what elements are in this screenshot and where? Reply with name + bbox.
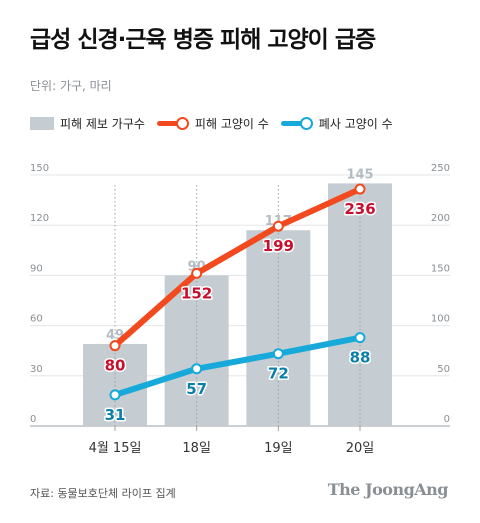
blue-value-label: 31 bbox=[105, 406, 126, 424]
legend-red-line-icon bbox=[156, 116, 189, 130]
red-series-line bbox=[112, 186, 363, 349]
y-right-tick-label: 0 bbox=[444, 414, 450, 425]
blue-value-label: 57 bbox=[186, 380, 207, 398]
blue-value-label: 72 bbox=[268, 365, 289, 383]
red-value-label: 80 bbox=[105, 357, 126, 375]
x-tick-label: 4월 15일 bbox=[89, 441, 142, 456]
legend-red-label: 피해 고양이 수 bbox=[194, 116, 269, 131]
legend-blue-line-icon bbox=[280, 116, 313, 130]
legend-item-red: 피해 고양이 수 bbox=[156, 115, 269, 132]
blue-point bbox=[191, 363, 203, 375]
source-note: 자료: 동물보호단체 라이프 집계 bbox=[30, 487, 176, 500]
bar bbox=[164, 275, 229, 426]
red-point bbox=[109, 340, 121, 352]
legend-blue-label: 폐사 고양이 수 bbox=[318, 116, 393, 131]
bar bbox=[246, 230, 311, 426]
red-point bbox=[272, 220, 284, 232]
x-tick-label: 19일 bbox=[264, 441, 293, 456]
chart-area: 0 30 60 90 120 150 0 50 100 150 200 250 4월 15일 18일 19일… bbox=[30, 163, 450, 456]
y-right-tick-label: 200 bbox=[431, 213, 450, 224]
legend-bar-label: 피해 제보 가구수 bbox=[60, 116, 145, 131]
y-left-tick-label: 30 bbox=[30, 364, 43, 375]
y-left-tick-label: 0 bbox=[30, 414, 36, 425]
x-tick-label: 20일 bbox=[346, 441, 375, 456]
red-value-label: 199 bbox=[263, 237, 294, 255]
unit-label: 단위: 가구, 마리 bbox=[30, 79, 112, 93]
y-right-tick-label: 100 bbox=[431, 314, 450, 325]
y-left-tick-label: 150 bbox=[30, 163, 49, 174]
x-tick-label: 18일 bbox=[182, 441, 211, 456]
legend-item-blue: 폐사 고양이 수 bbox=[280, 115, 393, 132]
legend: 피해 제보 가구수 피해 고양이 수 폐사 고양이 수 bbox=[30, 114, 405, 132]
legend-item-bar: 피해 제보 가구수 bbox=[30, 115, 145, 132]
y-left-tick-label: 90 bbox=[30, 263, 43, 274]
bar-value-label: 145 bbox=[346, 167, 373, 182]
chart-title: 급성 신경·근육 병증 피해 고양이 급증 bbox=[30, 27, 376, 53]
red-value-label: 152 bbox=[181, 284, 212, 302]
y-right-tick-label: 250 bbox=[431, 163, 450, 174]
y-right-tick-label: 50 bbox=[437, 364, 450, 375]
red-point bbox=[354, 183, 366, 195]
blue-value-label: 88 bbox=[350, 349, 371, 367]
legend-bar-swatch bbox=[30, 116, 54, 130]
y-left-tick-label: 120 bbox=[30, 213, 49, 224]
y-right-tick-label: 150 bbox=[431, 263, 450, 274]
red-value-label: 236 bbox=[344, 200, 375, 218]
y-left-tick-label: 60 bbox=[30, 314, 43, 325]
red-point bbox=[191, 267, 203, 279]
publisher-logo: The JoongAng bbox=[327, 480, 449, 499]
blue-series-line bbox=[112, 334, 363, 398]
blue-point bbox=[109, 389, 121, 401]
blue-point bbox=[272, 348, 284, 360]
blue-point bbox=[354, 332, 366, 344]
